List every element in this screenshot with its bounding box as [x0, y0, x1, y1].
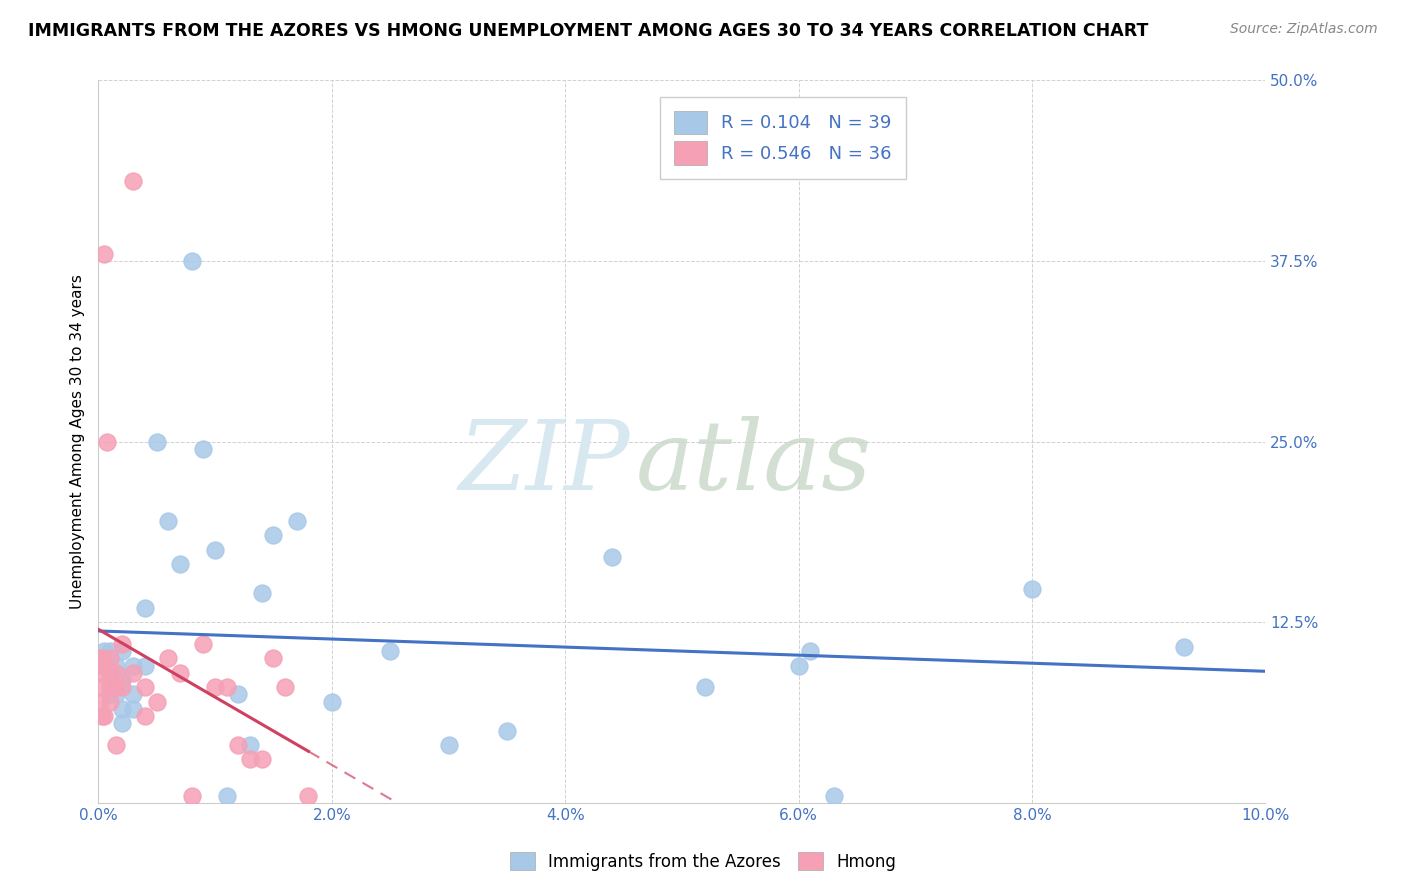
Point [111, 716, 134, 731]
Point [93, 644, 115, 658]
Point [96, 434, 118, 449]
Point [204, 542, 226, 557]
Point [157, 514, 180, 528]
Point [98, 651, 121, 665]
Point [380, 644, 402, 658]
Point [1021, 582, 1043, 596]
Text: ZIP: ZIP [458, 417, 630, 510]
Point [98, 680, 121, 694]
Point [104, 673, 127, 687]
Point [90, 665, 112, 680]
Point [1173, 640, 1195, 654]
Point [274, 680, 297, 694]
Point [157, 651, 180, 665]
Point [98, 695, 121, 709]
Point [262, 651, 284, 665]
Point [823, 789, 845, 803]
Point [437, 738, 460, 752]
Point [787, 658, 810, 673]
Point [228, 687, 250, 701]
Point [250, 752, 273, 766]
Point [180, 789, 202, 803]
Point [134, 680, 156, 694]
Text: atlas: atlas [636, 417, 872, 510]
Legend: Immigrants from the Azores, Hmong: Immigrants from the Azores, Hmong [502, 844, 904, 880]
Point [93, 658, 115, 673]
Text: Source: ZipAtlas.com: Source: ZipAtlas.com [1230, 22, 1378, 37]
Point [180, 253, 202, 268]
Point [146, 434, 169, 449]
Point [104, 665, 127, 680]
Point [122, 665, 145, 680]
Point [98, 665, 121, 680]
Point [193, 637, 215, 651]
Point [169, 665, 191, 680]
Point [104, 658, 127, 673]
Point [215, 680, 238, 694]
Point [89, 695, 111, 709]
Point [89, 680, 111, 694]
Point [799, 644, 821, 658]
Point [111, 680, 134, 694]
Point [239, 752, 262, 766]
Point [89, 651, 111, 665]
Point [111, 702, 134, 716]
Point [193, 442, 215, 456]
Point [134, 658, 156, 673]
Point [169, 558, 191, 572]
Point [93, 709, 115, 723]
Point [122, 702, 145, 716]
Point [215, 789, 238, 803]
Point [90, 709, 112, 723]
Point [496, 723, 519, 738]
Point [239, 738, 262, 752]
Point [98, 687, 121, 701]
Point [122, 658, 145, 673]
Point [93, 246, 115, 260]
Point [134, 600, 156, 615]
Point [695, 680, 717, 694]
Point [250, 586, 273, 600]
Text: IMMIGRANTS FROM THE AZORES VS HMONG UNEMPLOYMENT AMONG AGES 30 TO 34 YEARS CORRE: IMMIGRANTS FROM THE AZORES VS HMONG UNEM… [28, 22, 1149, 40]
Point [122, 174, 145, 188]
Point [122, 687, 145, 701]
Point [285, 514, 308, 528]
Point [98, 644, 121, 658]
Y-axis label: Unemployment Among Ages 30 to 34 years: Unemployment Among Ages 30 to 34 years [69, 274, 84, 609]
Point [321, 695, 343, 709]
Point [104, 687, 127, 701]
Point [90, 651, 112, 665]
Point [111, 673, 134, 687]
Legend: R = 0.104   N = 39, R = 0.546   N = 36: R = 0.104 N = 39, R = 0.546 N = 36 [659, 96, 907, 179]
Point [228, 738, 250, 752]
Point [134, 709, 156, 723]
Point [93, 658, 115, 673]
Point [111, 637, 134, 651]
Point [146, 695, 169, 709]
Point [262, 528, 284, 542]
Point [104, 680, 127, 694]
Point [600, 550, 623, 565]
Point [104, 738, 127, 752]
Point [111, 644, 134, 658]
Point [204, 680, 226, 694]
Point [297, 789, 319, 803]
